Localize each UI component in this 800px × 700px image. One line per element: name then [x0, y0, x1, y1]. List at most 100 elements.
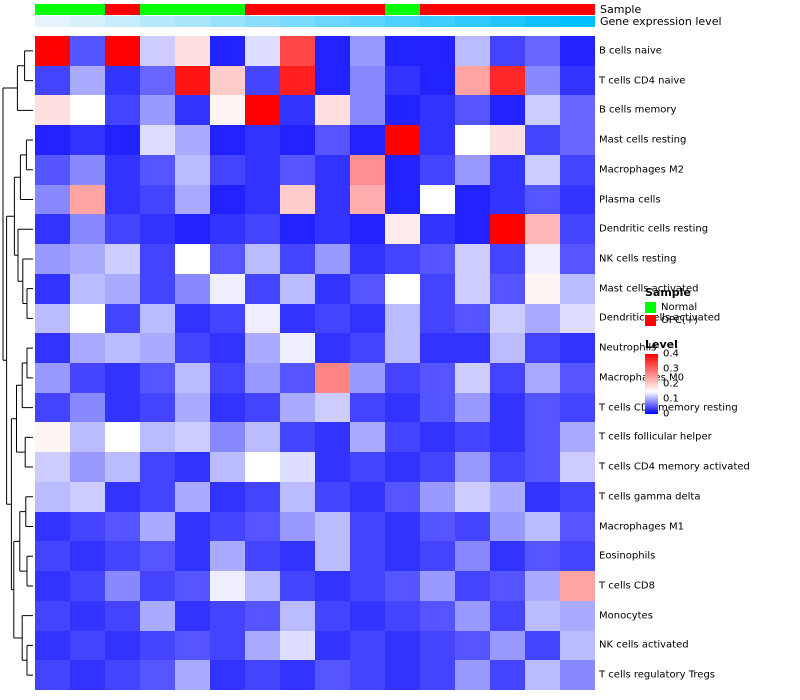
- heatmap-cell: [70, 422, 105, 453]
- heatmap-cell: [245, 95, 280, 126]
- heatmap-cell: [350, 511, 385, 542]
- heatmap-cell: [105, 452, 140, 482]
- heatmap-cell: [140, 392, 175, 423]
- heatmap-cell: [105, 511, 140, 542]
- heatmap-cell: [350, 273, 385, 304]
- heatmap-cell: [140, 362, 175, 393]
- heatmap-cell: [140, 422, 175, 453]
- heatmap-cell: [420, 481, 455, 512]
- heatmap-cell: [350, 571, 385, 601]
- heatmap-cell: [560, 571, 595, 601]
- heatmap-cell: [455, 125, 490, 155]
- heatmap-cell: [315, 184, 350, 215]
- heatmap-cell: [350, 362, 385, 393]
- heatmap-cell: [35, 511, 70, 542]
- heatmap-cell: [350, 333, 385, 363]
- heatmap-cell: [560, 154, 595, 185]
- heatmap-cell: [140, 481, 175, 512]
- row-label: T cells gamma delta: [599, 491, 701, 503]
- gene-expression-segment: [420, 16, 455, 27]
- heatmap-cell: [105, 95, 140, 126]
- heatmap-cell: [525, 244, 560, 274]
- heatmap-cell: [35, 422, 70, 453]
- heatmap-cell: [525, 214, 560, 245]
- heatmap-cell: [490, 273, 525, 304]
- heatmap-cell: [525, 630, 560, 661]
- heatmap-cell: [525, 125, 560, 155]
- heatmap-cell: [280, 95, 315, 126]
- heatmap-cell: [245, 184, 280, 215]
- heatmap-cell: [455, 273, 490, 304]
- heatmap-cell: [420, 95, 455, 126]
- heatmap-cell: [525, 154, 560, 185]
- level-legend-title: Level: [645, 338, 678, 351]
- heatmap-cell: [210, 184, 245, 215]
- heatmap-cell: [560, 630, 595, 661]
- heatmap-cell: [70, 333, 105, 363]
- heatmap-cell: [525, 600, 560, 631]
- heatmap-cell: [455, 511, 490, 542]
- heatmap-cell: [245, 65, 280, 96]
- heatmap-cell: [490, 511, 525, 542]
- heatmap-cell: [455, 333, 490, 363]
- heatmap-cell: [420, 600, 455, 631]
- heatmap-cell: [455, 422, 490, 453]
- gene-expression-segment: [350, 16, 385, 27]
- heatmap-cell: [35, 481, 70, 512]
- heatmap-cell: [525, 303, 560, 334]
- row-label: Mast cells activated: [599, 283, 699, 295]
- sample-annotation-segment: [140, 4, 175, 15]
- heatmap-cell: [315, 333, 350, 363]
- heatmap-cell: [105, 571, 140, 601]
- heatmap-cell: [420, 571, 455, 601]
- heatmap-cell: [245, 303, 280, 334]
- heatmap-cell: [105, 333, 140, 363]
- heatmap-cell: [175, 511, 210, 542]
- heatmap-cell: [560, 422, 595, 453]
- heatmap-cell: [210, 125, 245, 155]
- heatmap-cell: [210, 244, 245, 274]
- heatmap-cell: [175, 392, 210, 423]
- heatmap-cell: [490, 422, 525, 453]
- heatmap-cell: [560, 392, 595, 423]
- heatmap-cell: [140, 214, 175, 245]
- row-label: T cells CD4 naive: [599, 75, 686, 87]
- heatmap-cell: [315, 362, 350, 393]
- heatmap-cell: [350, 630, 385, 661]
- heatmap-cell: [350, 481, 385, 512]
- row-label: NK cells activated: [599, 639, 689, 651]
- heatmap-cell: [70, 660, 105, 690]
- heatmap-cell: [560, 303, 595, 334]
- heatmap-cell: [245, 273, 280, 304]
- heatmap-cell: [315, 452, 350, 482]
- heatmap-cell: [70, 600, 105, 631]
- heatmap-cell: [490, 541, 525, 572]
- gene-expression-segment: [210, 16, 245, 27]
- sample-annotation-segment: [490, 4, 525, 15]
- heatmap-cell: [315, 511, 350, 542]
- heatmap-cell: [175, 481, 210, 512]
- heatmap-cell: [455, 65, 490, 96]
- heatmap-cell: [280, 660, 315, 690]
- heatmap-cell: [175, 95, 210, 126]
- heatmap-cell: [385, 452, 420, 482]
- heatmap-cell: [420, 511, 455, 542]
- sample-legend-title: Sample: [645, 286, 691, 299]
- level-legend: Level 0.4 0.3 0.2 0.1 0: [645, 338, 795, 420]
- sample-annotation-segment: [560, 4, 595, 15]
- heatmap-cell: [350, 154, 385, 185]
- heatmap-cell: [175, 630, 210, 661]
- heatmap-cell: [490, 481, 525, 512]
- heatmap-cell: [105, 422, 140, 453]
- heatmap-cell: [210, 452, 245, 482]
- heatmap-cell: [490, 303, 525, 334]
- heatmap-cell: [210, 422, 245, 453]
- heatmap-cell: [315, 65, 350, 96]
- heatmap-cell: [560, 273, 595, 304]
- heatmap-cell: [525, 660, 560, 690]
- heatmap-cell: [105, 65, 140, 96]
- heatmap-cell: [175, 422, 210, 453]
- heatmap-cell: [490, 452, 525, 482]
- heatmap-cell: [560, 600, 595, 631]
- heatmap-cell: [280, 303, 315, 334]
